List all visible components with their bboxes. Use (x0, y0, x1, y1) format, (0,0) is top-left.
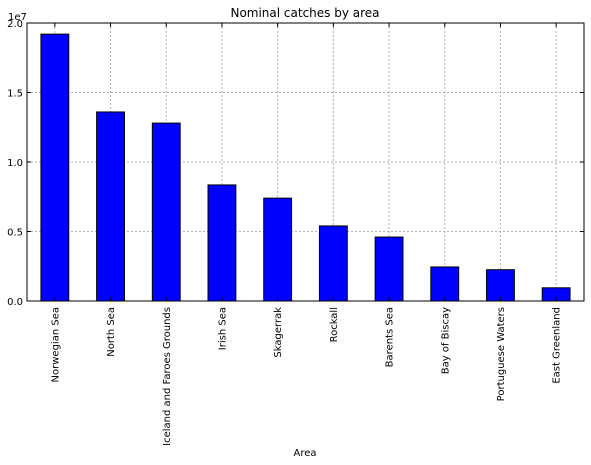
bar (374, 236, 404, 302)
bar (96, 111, 125, 302)
y-tick-label: 2.0 (7, 19, 23, 30)
y-scale-label: 1e7 (8, 12, 27, 23)
bar (318, 225, 348, 302)
y-tick-label: 0.0 (7, 297, 23, 308)
y-axis-ticks: 0.0 0.5 1.0 1.5 2.0 (7, 19, 584, 308)
x-tick-label: Rockall (329, 307, 340, 342)
x-axis-label: Area (293, 448, 316, 459)
y-tick-label: 0.5 (7, 228, 23, 239)
bar (486, 269, 515, 302)
bar (430, 266, 460, 302)
x-axis-ticks: Norwegian Sea North Sea Iceland and Faroes… (50, 23, 563, 446)
x-tick-label: Barents Sea (385, 307, 396, 367)
x-tick-label: Irish Sea (217, 307, 228, 350)
x-tick-label: Portuguese Waters (496, 307, 507, 401)
bar (263, 197, 293, 302)
bar (151, 122, 181, 302)
bar (40, 33, 70, 302)
x-tick-label: North Sea (106, 307, 117, 357)
x-tick-label: Iceland and Faroes Grounds (162, 307, 173, 446)
x-tick-label: East Greenland (552, 307, 563, 384)
y-tick-label: 1.5 (7, 89, 23, 100)
chart-title: Nominal catches by area (230, 6, 379, 20)
x-tick-label: Bay of Biscay (440, 307, 451, 374)
x-tick-label: Norwegian Sea (50, 307, 61, 382)
bars (40, 33, 571, 302)
y-tick-label: 1.0 (7, 158, 23, 169)
x-tick-label: Skagerrak (273, 307, 284, 358)
bar (207, 184, 237, 302)
